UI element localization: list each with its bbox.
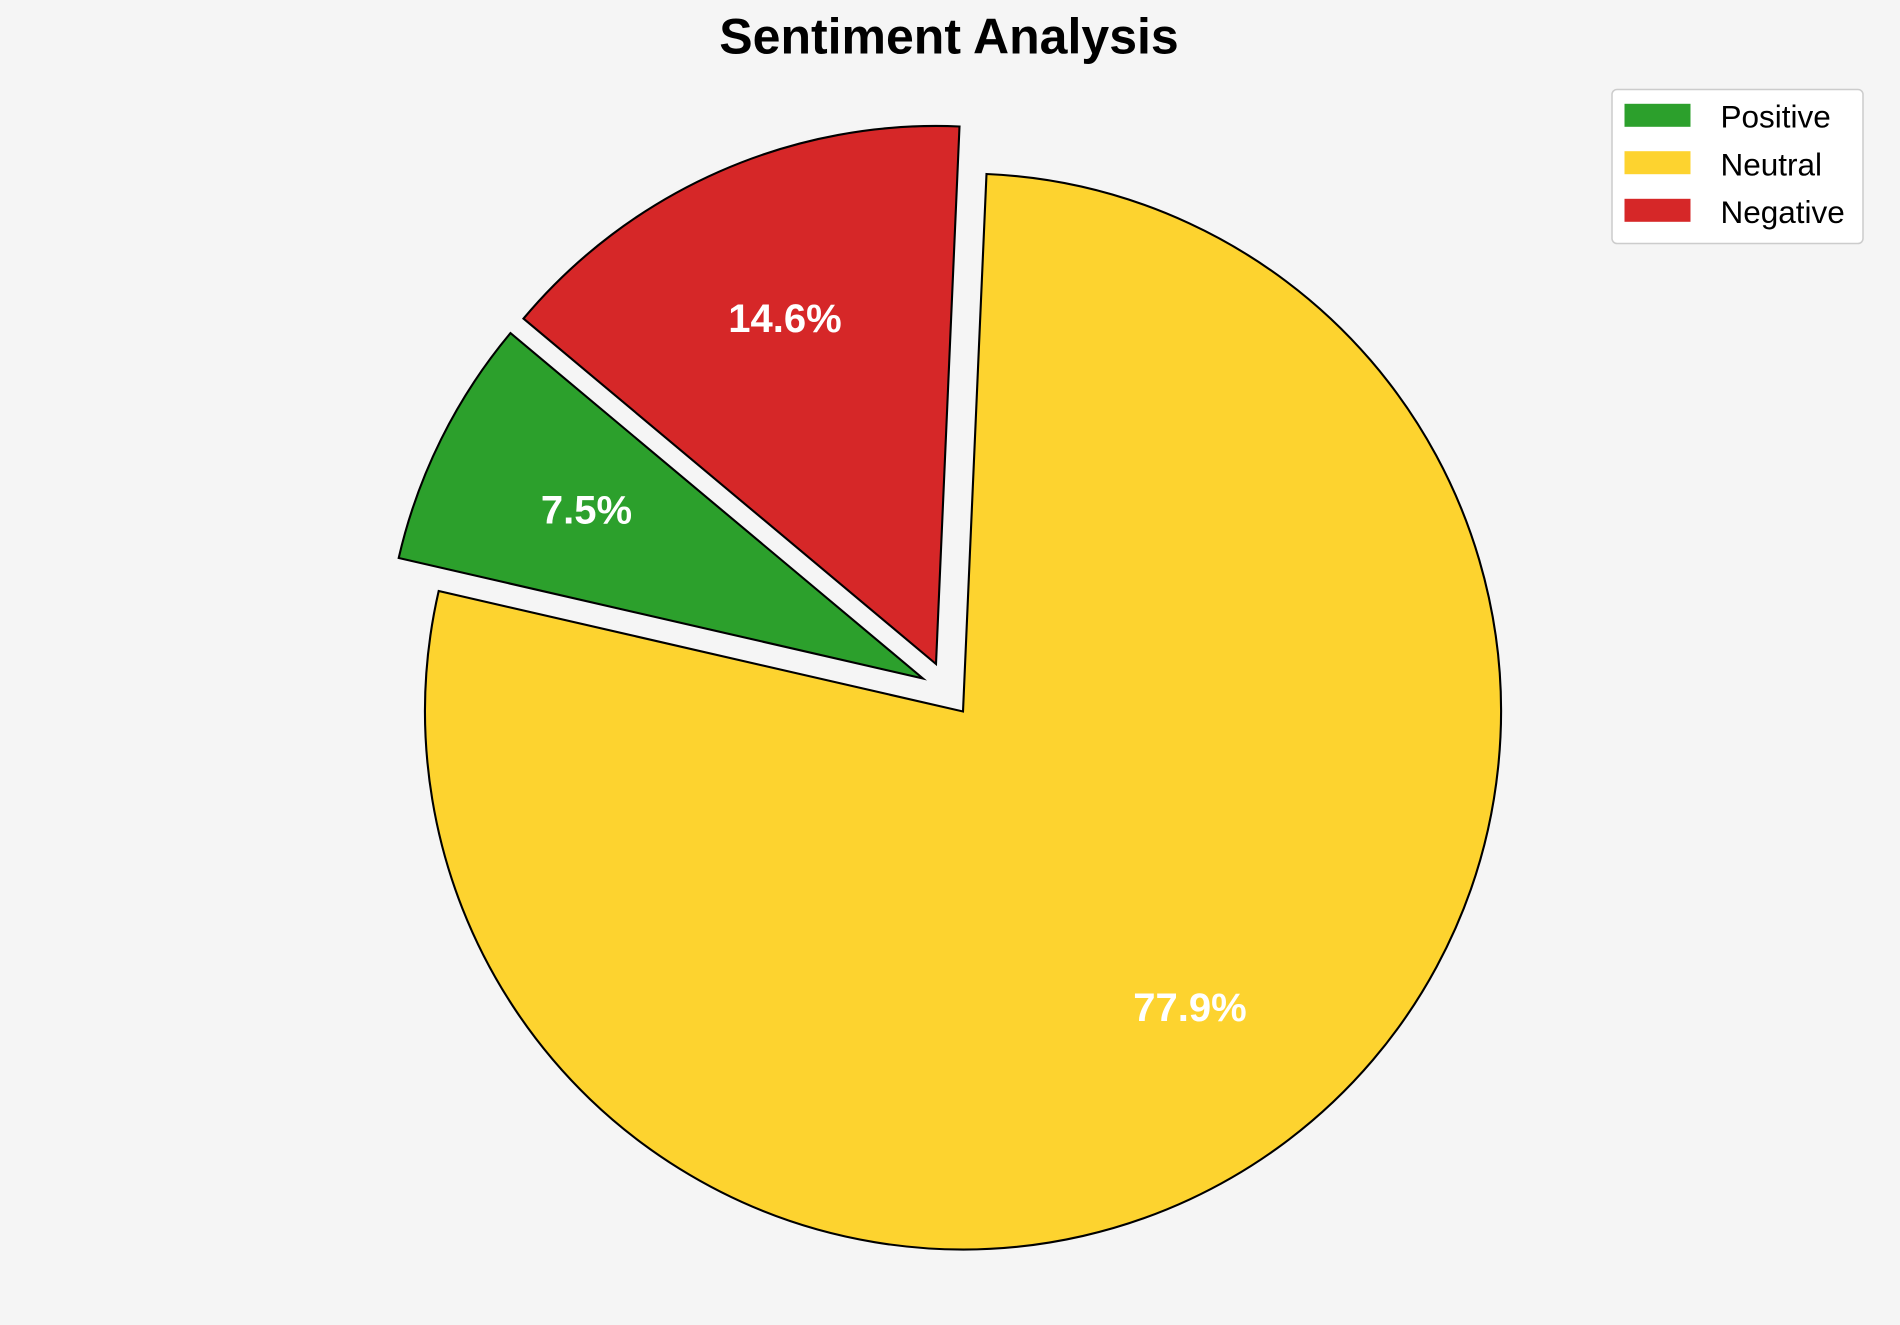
svg-text:Sentiment Analysis: Sentiment Analysis xyxy=(719,9,1178,65)
svg-text:7.5%: 7.5% xyxy=(541,489,632,533)
svg-text:Neutral: Neutral xyxy=(1721,147,1823,183)
svg-text:77.9%: 77.9% xyxy=(1133,986,1246,1030)
svg-text:14.6%: 14.6% xyxy=(728,297,841,341)
svg-text:Negative: Negative xyxy=(1721,194,1845,230)
svg-text:Positive: Positive xyxy=(1721,99,1831,135)
